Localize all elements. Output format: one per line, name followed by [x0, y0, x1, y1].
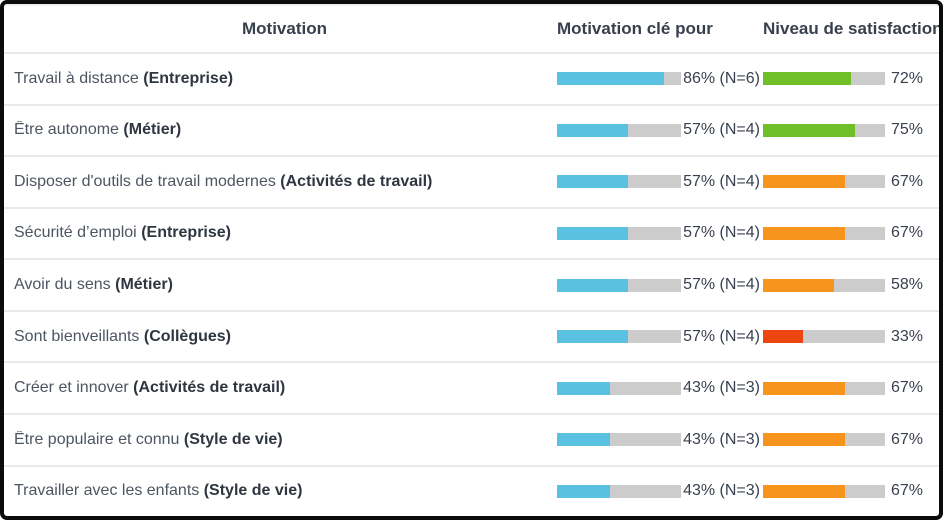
satisfaction-bar	[763, 433, 885, 447]
table-row: Sécurité d’emploi (Entreprise) 57% (N=4)…	[4, 209, 939, 261]
motivation-key-bar-fill	[557, 175, 628, 189]
motivation-category: (Entreprise)	[141, 224, 231, 242]
satisfaction-value: 72%	[890, 69, 923, 87]
motivation-key-bar	[557, 72, 681, 86]
motivation-key-bar-fill	[557, 330, 628, 344]
motivation-label-cell: Sécurité d’emploi (Entreprise)	[12, 224, 557, 242]
motivation-label: Travailler avec les enfants	[14, 482, 200, 500]
satisfaction-value: 67%	[890, 379, 923, 397]
satisfaction-value: 75%	[890, 121, 923, 139]
table-row: Avoir du sens (Métier) 57% (N=4) 58%	[4, 260, 939, 312]
motivation-label-cell: Sont bienveillants (Collègues)	[12, 328, 557, 346]
satisfaction-bar-fill	[763, 175, 845, 189]
motivation-key-value: 43% (N=3)	[683, 379, 760, 397]
table-row: Créer et innover (Activités de travail) …	[4, 363, 939, 415]
satisfaction-bar-fill	[763, 433, 845, 447]
motivation-key-bar-fill	[557, 433, 611, 447]
satisfaction-bar-fill	[763, 484, 845, 498]
satisfaction-bar-fill	[763, 226, 845, 240]
motivation-key-value: 57% (N=4)	[683, 172, 760, 190]
satisfaction-bar	[763, 484, 885, 498]
motivation-key-bar-fill	[557, 484, 611, 498]
satisfaction-bar	[763, 330, 885, 344]
motivation-key-bar-fill	[557, 72, 664, 86]
rows-container: Travail à distance (Entreprise) 86% (N=6…	[4, 54, 939, 516]
motivation-key-bar-fill	[557, 226, 628, 240]
motivation-label-cell: Être populaire et connu (Style de vie)	[12, 431, 557, 449]
motivation-label: Sécurité d’emploi	[14, 224, 137, 242]
table-row: Travailler avec les enfants (Style de vi…	[4, 467, 939, 517]
satisfaction-bar-fill	[763, 330, 804, 344]
table-row: Être autonome (Métier) 57% (N=4) 75%	[4, 106, 939, 158]
satisfaction-bar	[763, 123, 885, 137]
satisfaction-bar-fill	[763, 72, 851, 86]
motivation-key-value: 57% (N=4)	[683, 327, 760, 345]
table-row: Disposer d'outils de travail modernes (A…	[4, 157, 939, 209]
motivation-key-value: 86% (N=6)	[683, 69, 760, 87]
motivation-key-value: 43% (N=3)	[683, 430, 760, 448]
motivation-key-bar	[557, 381, 681, 395]
satisfaction-bar-fill	[763, 123, 855, 137]
motivation-category: (Style de vie)	[203, 482, 303, 500]
table-row: Être populaire et connu (Style de vie) 4…	[4, 415, 939, 467]
motivation-category: (Métier)	[123, 121, 182, 139]
motivation-label: Créer et innover	[14, 379, 129, 397]
satisfaction-value: 67%	[890, 430, 923, 448]
motivation-label-cell: Disposer d'outils de travail modernes (A…	[12, 173, 557, 191]
column-header-satisfaction: Niveau de satisfaction	[763, 19, 943, 38]
motivation-key-bar-fill	[557, 278, 628, 292]
motivation-key-bar	[557, 433, 681, 447]
motivation-label-cell: Travailler avec les enfants (Style de vi…	[12, 482, 557, 500]
motivation-label: Être populaire et connu	[14, 430, 180, 448]
satisfaction-value: 67%	[890, 172, 923, 190]
satisfaction-bar-fill	[763, 278, 834, 292]
motivation-key-bar	[557, 330, 681, 344]
motivation-key-value: 57% (N=4)	[683, 224, 760, 242]
satisfaction-bar-fill	[763, 381, 845, 395]
table-header: Motivation Motivation clé pour Niveau de…	[4, 4, 939, 54]
motivation-key-bar	[557, 123, 681, 137]
motivation-key-bar-fill	[557, 381, 611, 395]
motivation-category: (Activités de travail)	[133, 379, 286, 397]
satisfaction-value: 67%	[890, 482, 923, 500]
motivation-key-value: 43% (N=3)	[683, 482, 760, 500]
motivation-label: Travail à distance	[14, 69, 139, 87]
motivation-label: Disposer d'outils de travail modernes	[14, 172, 276, 190]
table-row: Travail à distance (Entreprise) 86% (N=6…	[4, 54, 939, 106]
motivation-label-cell: Travail à distance (Entreprise)	[12, 70, 557, 88]
motivation-category: (Entreprise)	[143, 69, 234, 87]
satisfaction-bar	[763, 381, 885, 395]
motivation-key-bar	[557, 175, 681, 189]
motivation-category: (Métier)	[115, 276, 173, 294]
motivation-label: Être autonome	[14, 121, 119, 139]
motivation-label-cell: Être autonome (Métier)	[12, 121, 557, 139]
table-row: Sont bienveillants (Collègues) 57% (N=4)…	[4, 312, 939, 364]
motivation-label: Sont bienveillants	[14, 327, 140, 345]
motivation-label: Avoir du sens	[14, 276, 111, 294]
motivation-key-bar-fill	[557, 123, 628, 137]
motivation-category: (Collègues)	[143, 327, 231, 345]
motivation-key-value: 57% (N=4)	[683, 276, 760, 294]
motivation-label-cell: Avoir du sens (Métier)	[12, 276, 557, 294]
motivation-key-value: 57% (N=4)	[683, 121, 760, 139]
motivation-category: (Activités de travail)	[280, 172, 433, 190]
satisfaction-value: 58%	[890, 276, 923, 294]
satisfaction-bar	[763, 278, 885, 292]
column-header-motivation: Motivation	[242, 19, 327, 38]
column-header-motivation-key: Motivation clé pour	[557, 19, 713, 38]
satisfaction-value: 33%	[890, 327, 923, 345]
motivation-label-cell: Créer et innover (Activités de travail)	[12, 379, 557, 397]
satisfaction-value: 67%	[890, 224, 923, 242]
satisfaction-bar	[763, 72, 885, 86]
motivation-key-bar	[557, 484, 681, 498]
satisfaction-bar	[763, 175, 885, 189]
motivation-key-bar	[557, 226, 681, 240]
satisfaction-bar	[763, 226, 885, 240]
motivation-key-bar	[557, 278, 681, 292]
motivation-category: (Style de vie)	[183, 430, 283, 448]
